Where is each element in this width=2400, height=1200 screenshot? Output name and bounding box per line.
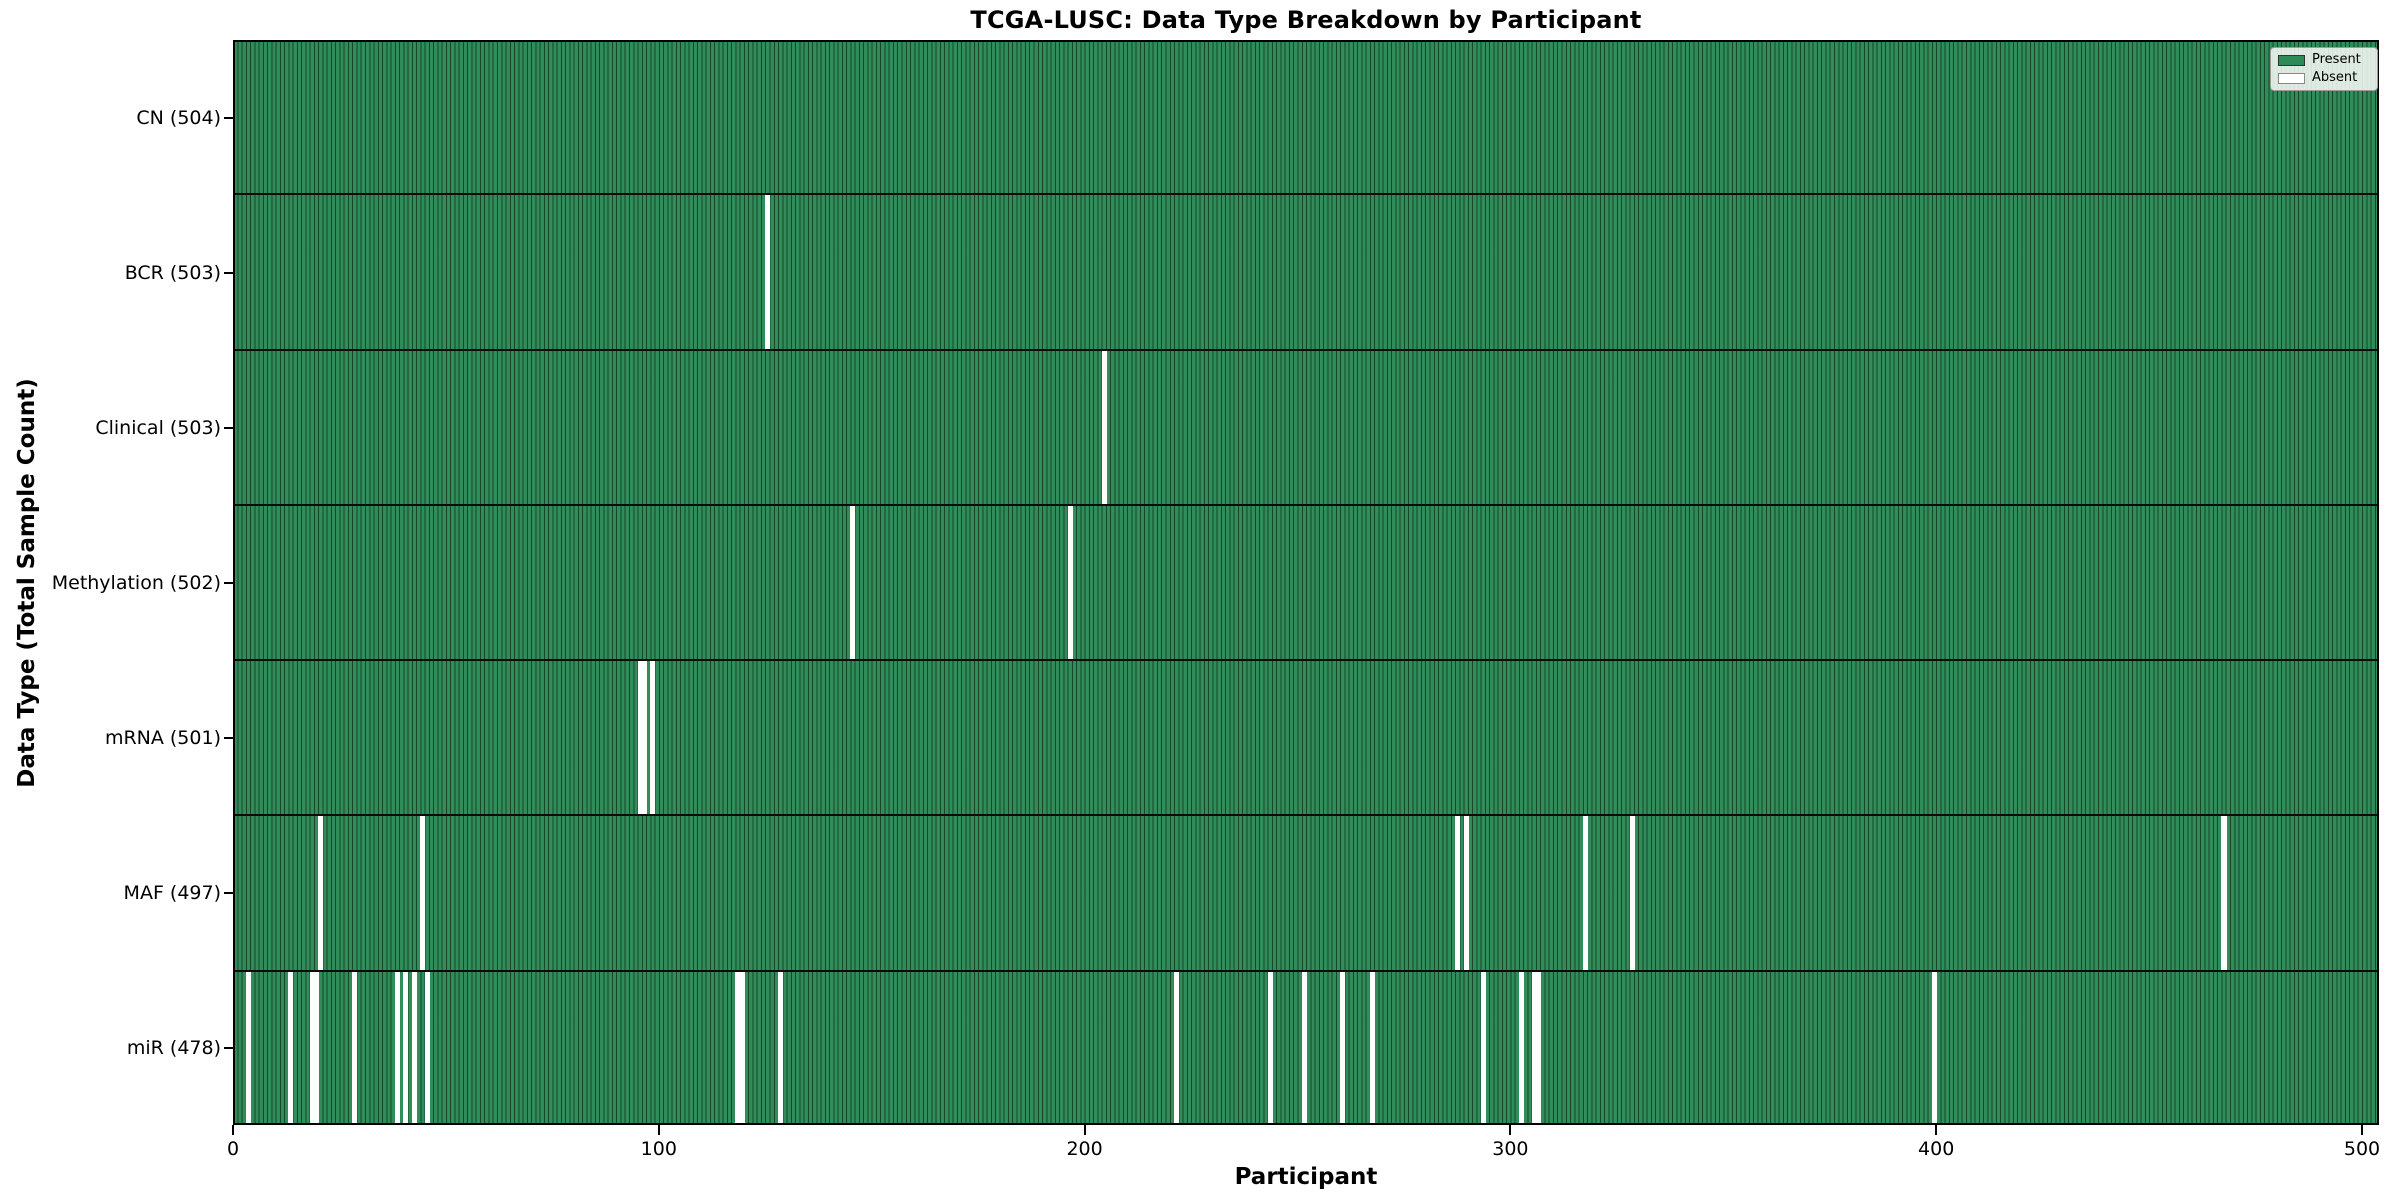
absent-gap bbox=[778, 971, 784, 1125]
x-tick-label: 500 bbox=[2343, 1138, 2381, 1160]
x-tick-label: 0 bbox=[226, 1138, 240, 1160]
absent-gap bbox=[2221, 816, 2227, 970]
absent-gap bbox=[309, 971, 319, 1125]
absent-gap bbox=[1174, 971, 1180, 1125]
row-maf bbox=[233, 814, 2379, 970]
row-cn bbox=[233, 40, 2379, 194]
absent-gap bbox=[735, 971, 745, 1125]
absent-gap bbox=[1455, 816, 1461, 970]
x-tick bbox=[657, 1125, 660, 1135]
y-tick-label: Methylation (502) bbox=[51, 571, 221, 594]
y-tick-label: miR (478) bbox=[126, 1036, 221, 1059]
legend: Present Absent bbox=[2270, 47, 2378, 91]
x-tick-label: 300 bbox=[1492, 1138, 1529, 1160]
y-tick-label: MAF (497) bbox=[123, 881, 221, 904]
absent-gap bbox=[288, 971, 294, 1125]
legend-absent-swatch-icon bbox=[2278, 72, 2305, 84]
absent-gap bbox=[1463, 816, 1469, 970]
x-tick bbox=[1083, 1125, 1086, 1135]
absent-gap bbox=[245, 971, 251, 1125]
y-tick-label: CN (504) bbox=[136, 106, 221, 129]
y-tick-label: mRNA (501) bbox=[104, 726, 221, 749]
y-tick bbox=[224, 581, 233, 584]
plot-area bbox=[233, 40, 2379, 1125]
legend-present-swatch-icon bbox=[2278, 54, 2305, 66]
absent-gap bbox=[1931, 971, 1937, 1125]
chart-title: TCGA-LUSC: Data Type Breakdown by Partic… bbox=[970, 6, 1642, 34]
row-methylation bbox=[233, 503, 2379, 660]
legend-present-label: Present bbox=[2312, 52, 2361, 67]
absent-gap bbox=[318, 816, 324, 970]
absent-gap bbox=[1101, 350, 1107, 504]
x-tick-label: 400 bbox=[1918, 1138, 1955, 1160]
absent-gap bbox=[411, 971, 417, 1125]
absent-gap bbox=[1518, 971, 1524, 1125]
legend-entry-absent: Absent bbox=[2278, 71, 2369, 85]
y-tick bbox=[224, 1046, 233, 1049]
absent-gap bbox=[1067, 505, 1073, 660]
x-tick bbox=[2361, 1125, 2363, 1135]
absent-gap bbox=[850, 505, 856, 660]
y-tick bbox=[224, 891, 233, 894]
absent-gap bbox=[1267, 971, 1273, 1125]
y-tick bbox=[224, 426, 233, 429]
legend-absent-label: Absent bbox=[2312, 70, 2358, 85]
absent-gap bbox=[765, 195, 771, 349]
absent-gap bbox=[403, 971, 409, 1125]
absent-gap bbox=[1531, 971, 1541, 1125]
x-tick bbox=[1509, 1125, 1512, 1135]
legend-entry-present: Present bbox=[2278, 53, 2369, 67]
absent-gap bbox=[420, 816, 426, 970]
y-tick bbox=[224, 116, 233, 119]
absent-gap bbox=[637, 661, 647, 815]
absent-gap bbox=[424, 971, 430, 1125]
x-tick-label: 100 bbox=[640, 1138, 677, 1160]
x-tick bbox=[1935, 1125, 1938, 1135]
x-tick-label: 200 bbox=[1066, 1138, 1103, 1160]
absent-gap bbox=[1301, 971, 1307, 1125]
y-tick-label: Clinical (503) bbox=[95, 416, 221, 439]
absent-gap bbox=[394, 971, 400, 1125]
row-mrna bbox=[233, 659, 2379, 815]
y-tick bbox=[224, 271, 233, 274]
y-tick-label: BCR (503) bbox=[124, 261, 221, 284]
absent-gap bbox=[1582, 816, 1588, 970]
absent-gap bbox=[352, 971, 358, 1125]
x-tick bbox=[232, 1125, 234, 1135]
absent-gap bbox=[650, 661, 656, 815]
y-tick bbox=[224, 736, 233, 739]
absent-gap bbox=[1369, 971, 1375, 1125]
absent-gap bbox=[1629, 816, 1635, 970]
absent-gap bbox=[1480, 971, 1486, 1125]
row-clinical bbox=[233, 348, 2379, 504]
x-axis-label: Participant bbox=[1234, 1164, 1378, 1190]
row-mir bbox=[233, 969, 2379, 1125]
row-bcr bbox=[233, 193, 2379, 349]
absent-gap bbox=[1340, 971, 1346, 1125]
